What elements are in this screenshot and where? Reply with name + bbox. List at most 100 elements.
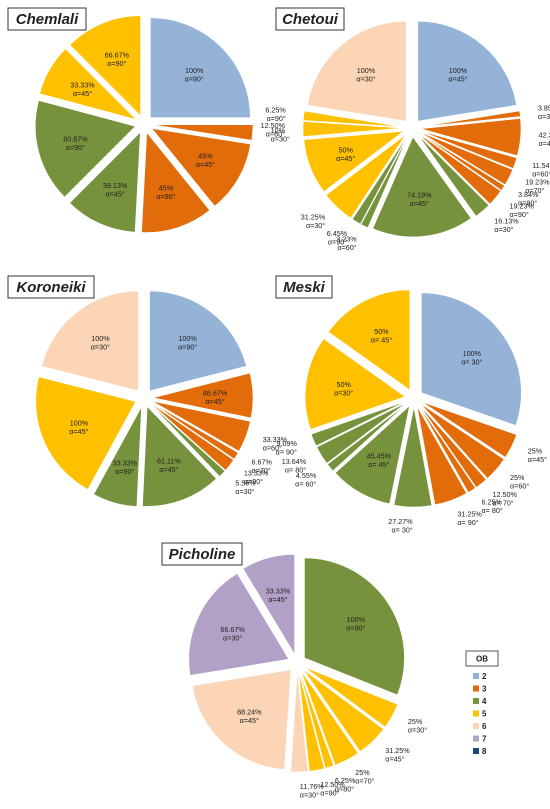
slice-percent: 45% (159, 184, 174, 193)
pie-slice (150, 404, 226, 477)
pie-slice (418, 405, 476, 493)
slice-label: 66.67% α=30° (220, 625, 245, 643)
slice-label: 4.55% α= 60° (295, 471, 317, 489)
chart-title-box (161, 542, 243, 566)
pie-slice (417, 20, 517, 122)
slice-label: 100% α=45° (69, 418, 88, 436)
slice-percent: 33.33% (113, 458, 138, 467)
slice-percent: 100% (91, 334, 110, 343)
pie-slice (420, 403, 505, 479)
slice-alpha: α=90° (185, 74, 204, 83)
slice-alpha: α=45° (159, 465, 178, 474)
pie-slice (419, 404, 487, 488)
slice-percent: 25% (510, 473, 525, 482)
legend-swatch (473, 698, 479, 704)
slice-alpha: α=60° (532, 170, 550, 179)
slice-label: 88.24% α=45° (237, 708, 262, 726)
slice-label: 100% α=90° (346, 615, 365, 633)
slice-alpha: α=90° (328, 238, 347, 247)
slice-percent: 19.23% (510, 201, 535, 210)
pie-slice (298, 671, 325, 772)
pie-slice (310, 401, 406, 447)
slice-label: 9.09% α= 90° (276, 439, 298, 457)
slice-percent: 100% (70, 418, 89, 427)
pie-slice (328, 289, 411, 391)
slice-percent: 3.84% (518, 190, 539, 199)
pie-slice (149, 290, 247, 392)
pie-slice (302, 121, 404, 137)
pie-slice (325, 134, 407, 219)
slice-alpha: α= 80° (482, 506, 503, 515)
pie-slice (421, 292, 522, 426)
pie-slice (351, 135, 408, 225)
slice-alpha: α=45° (539, 139, 550, 148)
slice-alpha: α=45° (73, 89, 92, 98)
pie-slice (416, 406, 468, 506)
slice-alpha: α=90° (346, 624, 365, 633)
slice-label: 3.84% α=80° (518, 190, 539, 208)
slice-label: 3.85%α=30° (538, 103, 550, 121)
slice-label: 50% α=45° (336, 146, 355, 164)
slice-label: 3.23% α=60° (336, 234, 357, 252)
pie-slice (290, 671, 309, 773)
slice-alpha: α=45° (528, 455, 547, 464)
slice-alpha: α=90° (510, 210, 529, 219)
slice-label: 60.87% α=90° (63, 134, 88, 152)
slice-percent: 100% (347, 615, 366, 624)
slice-alpha: α=45° (385, 755, 404, 764)
slice-label: 25% α=60° (510, 473, 529, 491)
slice-percent: 100% (449, 66, 468, 75)
pie-slice (393, 406, 433, 508)
slice-percent: 11.54% (532, 161, 550, 170)
pie-slice (150, 17, 251, 118)
legend-label: 5 (482, 710, 487, 719)
slice-alpha: α=30° (306, 221, 325, 230)
slice-percent: 100% (357, 66, 376, 75)
slice-alpha: α=70° (355, 776, 374, 785)
slice-percent: 60.87% (63, 134, 88, 143)
slice-alpha: α=30° (271, 135, 290, 144)
slice-alpha: α= 30° (461, 357, 482, 366)
pie-slice (307, 20, 407, 122)
slice-alpha: α=70° (252, 466, 271, 475)
slice-alpha: α=45° (196, 160, 215, 169)
slice-alpha: α=30° (334, 388, 353, 397)
slice-label: 100% α=30° (356, 66, 375, 84)
slice-alpha: α=80° (335, 785, 354, 794)
slice-alpha: α=45° (410, 199, 429, 208)
slice-percent: 25% (355, 768, 370, 777)
chart-title-box (7, 275, 95, 299)
pie-slice (152, 400, 251, 452)
chart-title-box (7, 7, 87, 31)
legend-label: 7 (482, 735, 487, 744)
slice-percent: 25% (408, 717, 423, 726)
pie-slice (303, 669, 384, 753)
pie-slice (69, 15, 141, 117)
slice-percent: 4.55% (296, 471, 317, 480)
slice-alpha: α=30° (356, 74, 375, 83)
slice-label: 19.23% α=90° (510, 201, 535, 219)
slice-label: 31.25% α=45° (385, 746, 410, 764)
pie-slice (151, 128, 251, 207)
legend-items: 2 3 4 5 6 7 8 (473, 672, 487, 756)
slice-label: 45.45% α= 45° (367, 452, 392, 470)
pie-slice (93, 406, 142, 507)
slice-alpha: α=90° (320, 788, 339, 797)
slice-alpha: α=45° (105, 189, 124, 198)
slice-percent: 88.24% (237, 708, 262, 717)
slice-percent: 6.25% (265, 106, 286, 115)
pie-slice (304, 338, 406, 430)
slice-label: 6.67% α=70° (252, 458, 273, 476)
slice-percent: 31.25% (301, 213, 326, 222)
slice-label: 33.33% α=45° (70, 81, 95, 99)
slice-alpha: α=60° (337, 243, 356, 252)
slice-alpha: α= 90° (457, 518, 478, 527)
slice-label: 100% α= 30° (461, 349, 482, 367)
slice-alpha: α=45° (336, 154, 355, 163)
pie-slice (69, 131, 141, 233)
slice-percent: 5.56% (235, 478, 256, 487)
slice-percent: 6.67% (252, 458, 273, 467)
slice-percent: 16.13% (494, 217, 519, 226)
